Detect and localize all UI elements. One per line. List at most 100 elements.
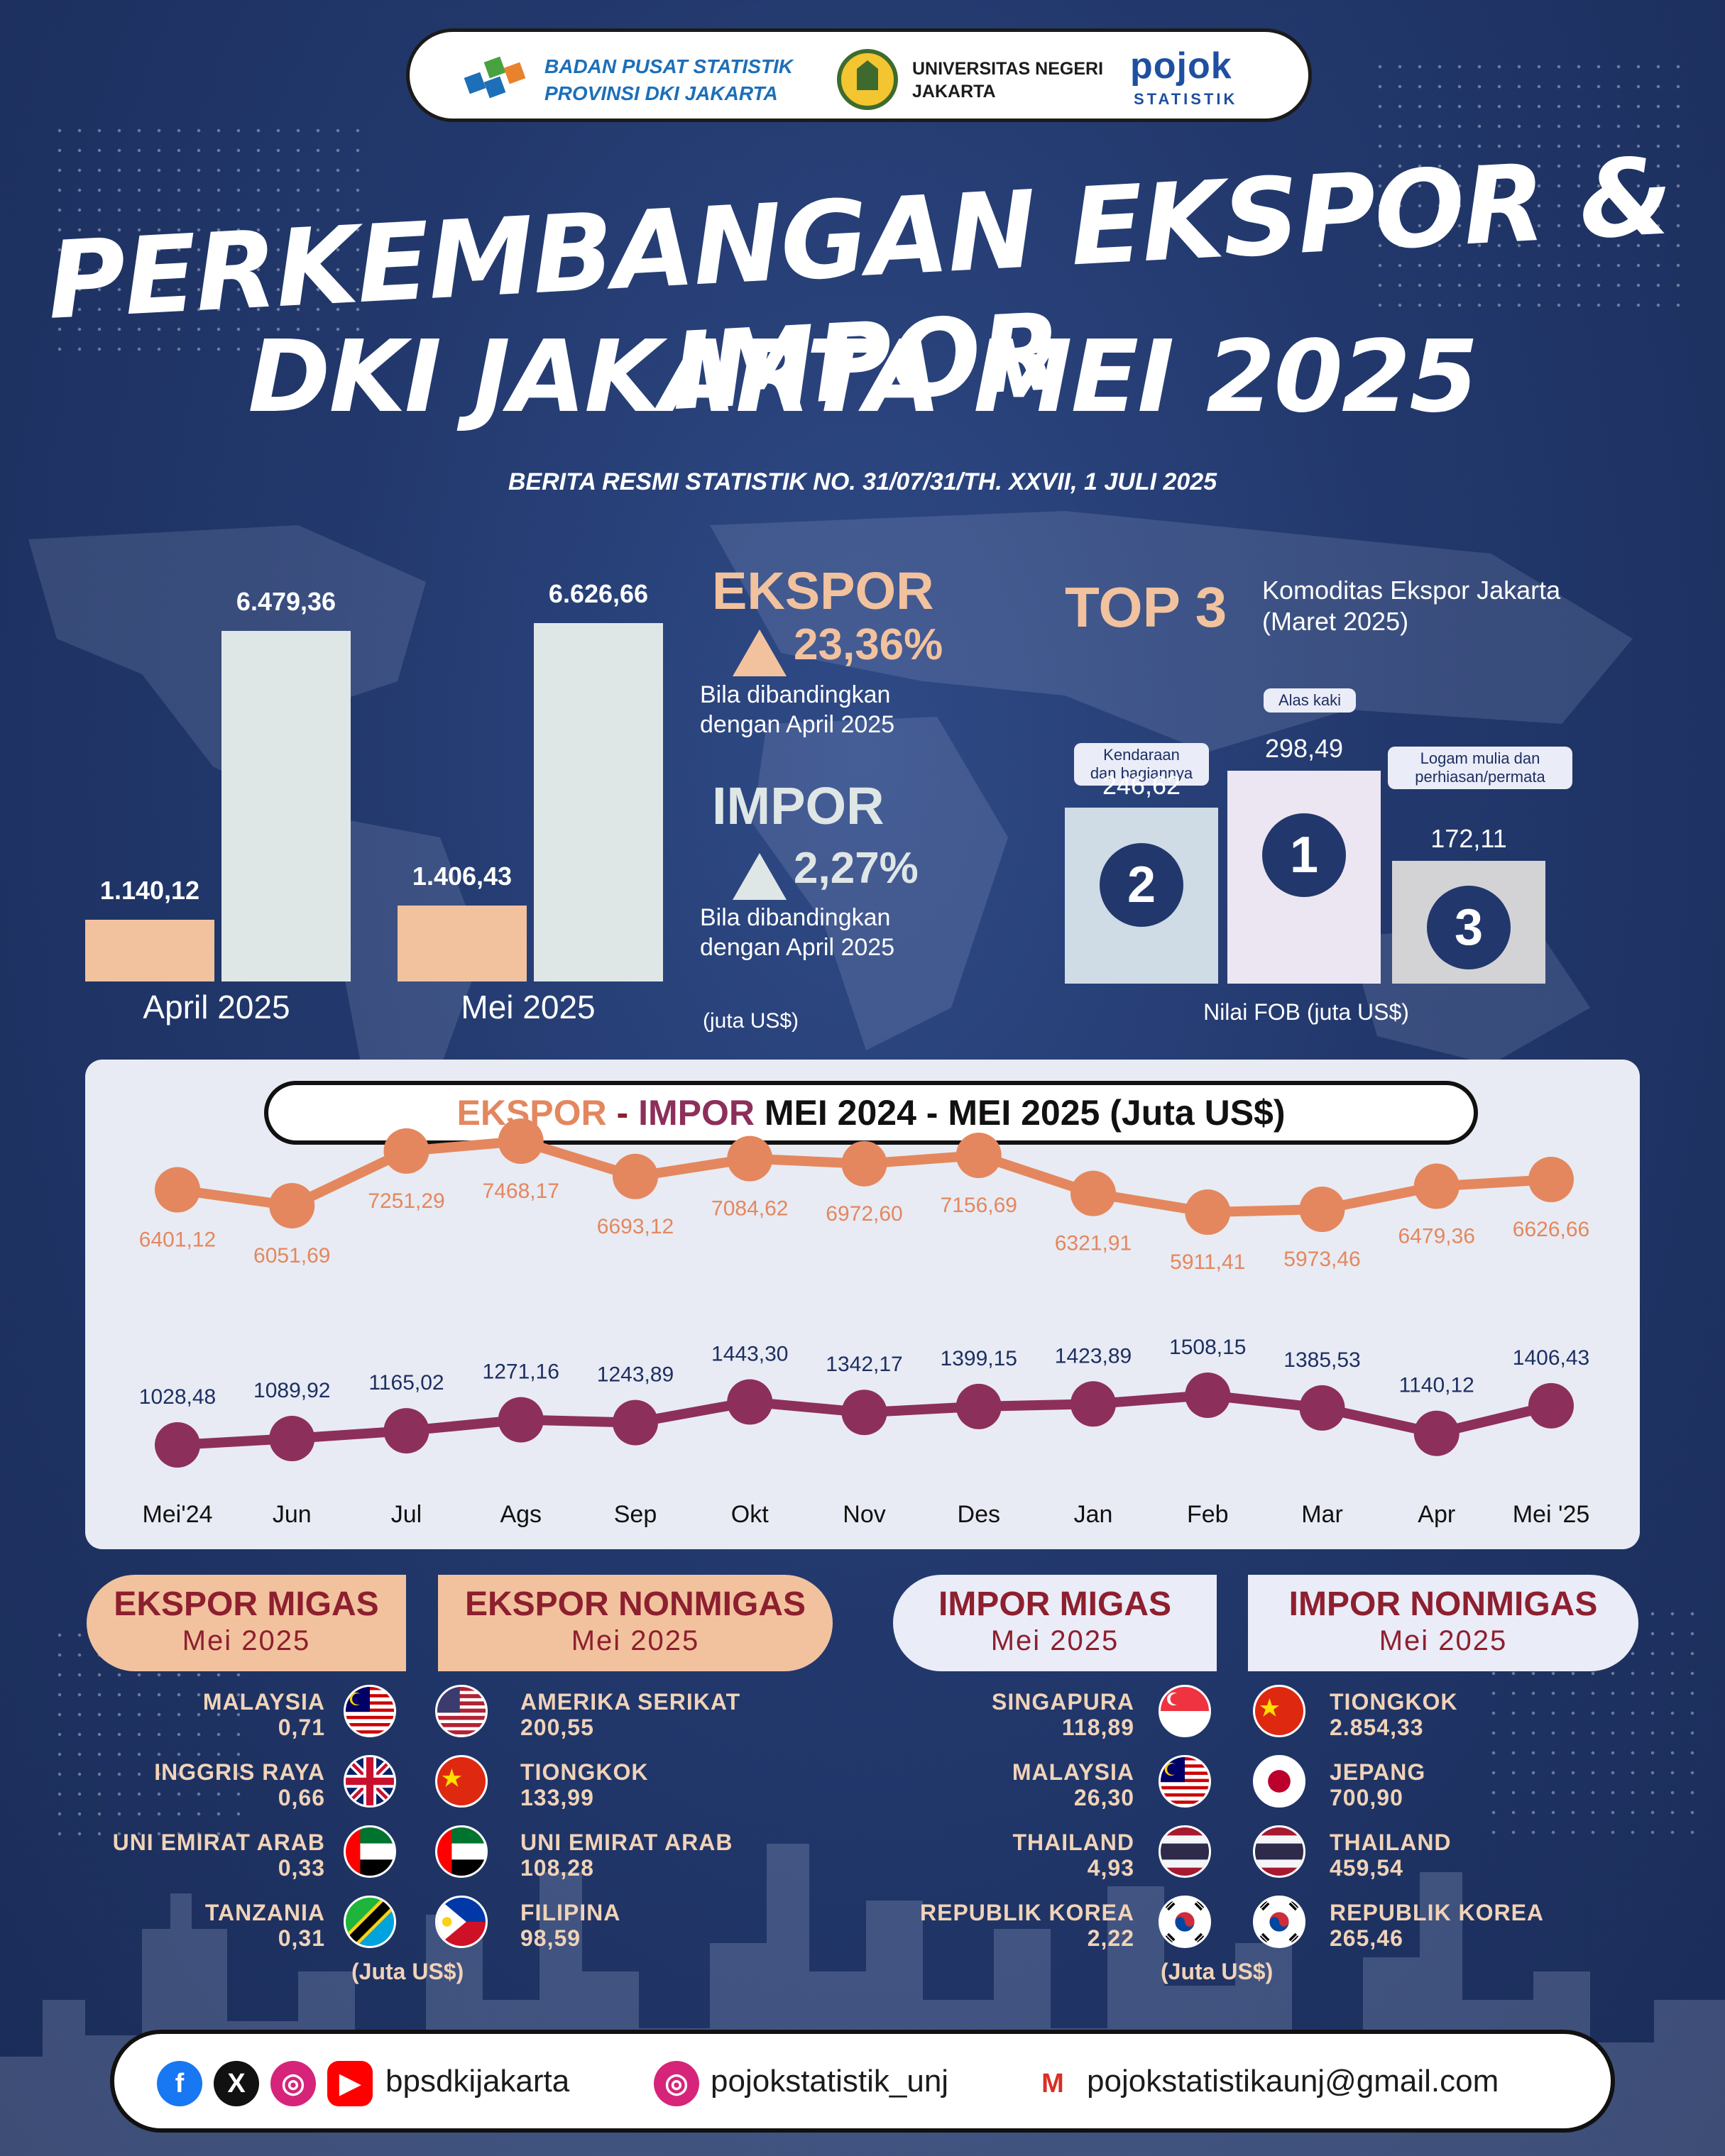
data-label-ekspor: 7156,69 xyxy=(941,1194,1017,1217)
country-entry: JEPANG 700,90 xyxy=(1330,1759,1699,1810)
pojok-logo: pojok xyxy=(1130,45,1232,87)
data-point-ekspor xyxy=(498,1118,544,1164)
title-impor: IMPOR xyxy=(638,1093,755,1133)
x-tick-label: Sep xyxy=(614,1501,657,1528)
impor-label: IMPOR xyxy=(712,776,885,835)
bar-category-mei: Mei 2025 xyxy=(461,989,596,1025)
country-value: 700,90 xyxy=(1330,1785,1403,1810)
data-label-impor: 1406,43 xyxy=(1513,1346,1589,1370)
x-tick-label: Jan xyxy=(1074,1501,1113,1528)
bar-value-label: 6.479,36 xyxy=(236,587,336,617)
x-tick-label: Jun xyxy=(273,1501,312,1528)
country-name: MALAYSIA xyxy=(202,1689,325,1715)
country-value: 2.854,33 xyxy=(1330,1715,1424,1740)
top3-value-label: 246,62 xyxy=(1102,771,1181,801)
youtube-icon[interactable]: ▶ xyxy=(327,2061,373,2106)
flag-icon xyxy=(344,1755,396,1808)
flag-icon xyxy=(435,1755,488,1808)
top3-axis-label: Nilai FOB (juta US$) xyxy=(1203,999,1409,1025)
flag-icon xyxy=(344,1685,396,1737)
country-entry: REPUBLIK KOREA 265,46 xyxy=(1330,1900,1699,1951)
country-value: 26,30 xyxy=(1073,1785,1134,1810)
x-icon[interactable]: X xyxy=(214,2061,259,2106)
instagram-icon[interactable]: ◎ xyxy=(654,2061,699,2106)
data-point-impor xyxy=(383,1408,429,1454)
section-title: IMPOR MIGAS xyxy=(938,1585,1171,1623)
section-period: Mei 2025 xyxy=(990,1625,1119,1656)
data-point-ekspor xyxy=(727,1135,773,1182)
country-value: 265,46 xyxy=(1330,1925,1403,1951)
country-entry: THAILAND 459,54 xyxy=(1330,1830,1699,1881)
footer-social-bar: f X ◎ ▶ bpsdkijakarta ◎ pojokstatistik_u… xyxy=(110,2030,1615,2133)
country-value: 0,31 xyxy=(278,1925,325,1951)
data-label-impor: 1399,15 xyxy=(941,1347,1017,1370)
country-entry: MALAYSIA 26,30 xyxy=(779,1759,1134,1810)
country-name: MALAYSIA xyxy=(1012,1759,1134,1785)
data-point-impor xyxy=(269,1416,315,1462)
gmail-icon[interactable]: M xyxy=(1030,2061,1075,2106)
country-name: THAILAND xyxy=(1330,1830,1452,1855)
flag-icon xyxy=(435,1825,488,1878)
unit-label: (juta US$) xyxy=(703,1009,799,1033)
instagram-icon[interactable]: ◎ xyxy=(270,2061,316,2106)
data-label-ekspor: 6626,66 xyxy=(1513,1218,1589,1241)
country-value: 459,54 xyxy=(1330,1855,1403,1881)
data-label-impor: 1271,16 xyxy=(483,1360,559,1384)
country-value: 200,55 xyxy=(520,1715,594,1740)
data-label-impor: 1342,17 xyxy=(826,1353,902,1376)
data-label-impor: 1508,15 xyxy=(1169,1336,1246,1359)
data-point-ekspor xyxy=(841,1140,887,1187)
bar-impor-1 xyxy=(398,905,527,981)
flag-icon xyxy=(435,1685,488,1737)
facebook-icon[interactable]: f xyxy=(157,2061,202,2106)
country-entry: REPUBLIK KOREA 2,22 xyxy=(779,1900,1134,1951)
impor-migas-header: IMPOR MIGAS Mei 2025 xyxy=(893,1575,1217,1671)
flag-icon xyxy=(344,1825,396,1878)
top3-subtitle-line1: Komoditas Ekspor Jakarta xyxy=(1262,576,1561,605)
flag-icon xyxy=(1253,1896,1305,1948)
social-handle-bps[interactable]: bpsdkijakarta xyxy=(385,2064,570,2099)
pojok-logo-sub: STATISTIK xyxy=(1134,90,1238,108)
country-name: UNI EMIRAT ARAB xyxy=(112,1830,325,1855)
bar-ekspor-0 xyxy=(221,631,351,981)
bar-value-label: 1.406,43 xyxy=(412,861,513,891)
country-entry: INGGRIS RAYA 0,66 xyxy=(0,1759,325,1810)
top3-subtitle: Komoditas Ekspor Jakarta (Maret 2025) xyxy=(1262,575,1560,637)
country-value: 2,22 xyxy=(1087,1925,1134,1951)
header-logo-bar: BADAN PUSAT STATISTIK PROVINSI DKI JAKAR… xyxy=(406,28,1312,122)
flag-icon xyxy=(1159,1685,1211,1737)
compare-line1: Bila dibandingkan xyxy=(700,904,891,931)
data-label-ekspor: 6972,60 xyxy=(826,1202,902,1226)
data-label-ekspor: 5973,46 xyxy=(1283,1248,1360,1271)
top3-value-label: 298,49 xyxy=(1264,734,1344,763)
data-label-ekspor: 7468,17 xyxy=(483,1179,559,1203)
top3-subtitle-line2: (Maret 2025) xyxy=(1262,607,1409,636)
data-label-impor: 1243,89 xyxy=(597,1363,674,1387)
flag-icon xyxy=(1159,1755,1211,1808)
pill-line1: Logam mulia dan xyxy=(1420,749,1540,767)
flag-icon xyxy=(1253,1825,1305,1878)
x-tick-label: Ags xyxy=(500,1501,542,1528)
social-handle-pojok[interactable]: pojokstatistik_unj xyxy=(711,2064,949,2099)
data-label-impor: 1385,53 xyxy=(1283,1348,1360,1372)
flag-icon xyxy=(344,1896,396,1948)
data-label-ekspor: 6479,36 xyxy=(1398,1225,1475,1248)
country-entry: SINGAPURA 118,89 xyxy=(779,1689,1134,1740)
pill-line2: dan bagiannya xyxy=(1090,764,1193,782)
bar-category-april: April 2025 xyxy=(143,989,290,1025)
country-value: 108,28 xyxy=(520,1855,594,1881)
x-tick-label: Nov xyxy=(843,1501,885,1528)
country-entry: AMERIKA SERIKAT 200,55 xyxy=(520,1689,889,1740)
country-entry: UNI EMIRAT ARAB 108,28 xyxy=(520,1830,889,1881)
unit-note-impor: (Juta US$) xyxy=(1161,1959,1274,1984)
data-point-ekspor xyxy=(955,1133,1002,1179)
x-tick-label: Jul xyxy=(391,1501,422,1528)
data-point-impor xyxy=(955,1383,1002,1429)
country-name: FILIPINA xyxy=(520,1900,621,1925)
page-title-line2: DKI JAKARTA MEI 2025 xyxy=(248,319,1478,435)
contact-email[interactable]: pojokstatistikaunj@gmail.com xyxy=(1087,2064,1499,2099)
data-point-impor xyxy=(498,1397,544,1443)
data-label-impor: 1165,02 xyxy=(368,1371,444,1395)
x-tick-label: Feb xyxy=(1187,1501,1229,1528)
rank-badge: 3 xyxy=(1427,885,1511,969)
